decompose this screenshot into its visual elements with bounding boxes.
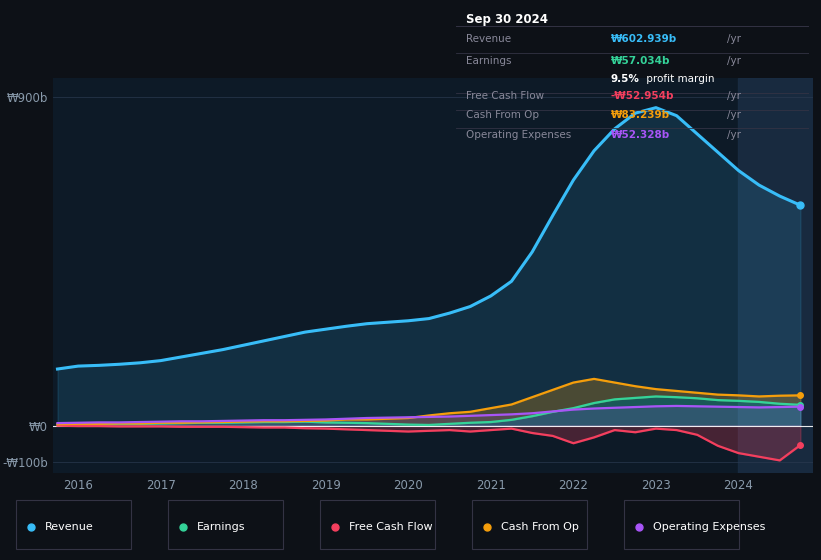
Text: Operating Expenses: Operating Expenses: [466, 130, 571, 140]
Text: Operating Expenses: Operating Expenses: [653, 522, 765, 532]
Text: Revenue: Revenue: [466, 34, 511, 44]
Text: ₩52.328b: ₩52.328b: [611, 130, 670, 140]
Text: Earnings: Earnings: [466, 55, 511, 66]
Text: /yr: /yr: [727, 110, 741, 120]
Text: /yr: /yr: [727, 91, 741, 101]
Text: -₩52.954b: -₩52.954b: [611, 91, 675, 101]
Text: ₩57.034b: ₩57.034b: [611, 55, 671, 66]
Text: Cash From Op: Cash From Op: [466, 110, 539, 120]
Text: Sep 30 2024: Sep 30 2024: [466, 13, 548, 26]
Text: /yr: /yr: [727, 130, 741, 140]
Text: ₩602.939b: ₩602.939b: [611, 34, 677, 44]
Text: Cash From Op: Cash From Op: [501, 522, 579, 532]
Text: 9.5%: 9.5%: [611, 74, 640, 84]
Bar: [739, 78, 813, 473]
Text: profit margin: profit margin: [643, 74, 714, 84]
Text: Free Cash Flow: Free Cash Flow: [466, 91, 544, 101]
Text: /yr: /yr: [727, 55, 741, 66]
Text: Earnings: Earnings: [197, 522, 245, 532]
Text: /yr: /yr: [727, 34, 741, 44]
Text: ₩83.239b: ₩83.239b: [611, 110, 670, 120]
Text: Revenue: Revenue: [45, 522, 94, 532]
Text: Free Cash Flow: Free Cash Flow: [349, 522, 433, 532]
